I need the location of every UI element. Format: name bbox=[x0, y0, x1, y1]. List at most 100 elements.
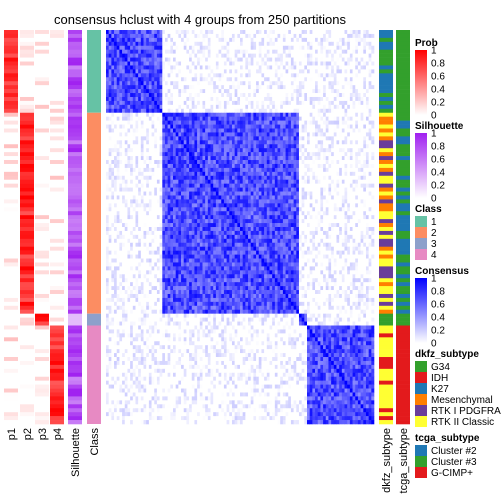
consensus-cell bbox=[191, 124, 195, 129]
prob-cell bbox=[4, 357, 18, 362]
consensus-cell bbox=[229, 81, 233, 86]
consensus-cell bbox=[119, 132, 123, 137]
consensus-cell bbox=[331, 45, 335, 50]
consensus-cell bbox=[312, 120, 316, 125]
consensus-cell bbox=[357, 167, 361, 173]
consensus-cell bbox=[122, 85, 126, 90]
prob-cell bbox=[20, 30, 34, 35]
consensus-cell bbox=[159, 167, 163, 173]
consensus-cell bbox=[269, 53, 273, 58]
consensus-cell bbox=[223, 167, 227, 173]
consensus-cell bbox=[331, 163, 335, 169]
consensus-cell bbox=[154, 203, 158, 208]
consensus-cell bbox=[315, 49, 319, 54]
consensus-cell bbox=[331, 104, 335, 110]
consensus-cell bbox=[202, 120, 206, 125]
consensus-cell bbox=[226, 152, 230, 157]
consensus-cell bbox=[162, 152, 166, 157]
consensus-cell bbox=[282, 140, 286, 145]
consensus-cell bbox=[274, 30, 278, 35]
consensus-cell bbox=[167, 45, 171, 50]
consensus-cell bbox=[274, 187, 278, 192]
consensus-cell bbox=[108, 171, 112, 177]
consensus-cell bbox=[231, 30, 235, 35]
consensus-cell bbox=[207, 179, 211, 184]
consensus-cell bbox=[282, 81, 286, 86]
consensus-cell bbox=[213, 30, 217, 35]
consensus-cell bbox=[116, 89, 120, 94]
consensus-cell bbox=[242, 30, 246, 35]
consensus-cell bbox=[317, 96, 321, 102]
consensus-cell bbox=[288, 148, 292, 153]
consensus-cell bbox=[130, 100, 134, 106]
consensus-cell bbox=[285, 187, 289, 192]
consensus-cell bbox=[269, 132, 273, 137]
consensus-cell bbox=[167, 116, 171, 121]
consensus-cell bbox=[333, 163, 337, 169]
consensus-cell bbox=[146, 116, 150, 121]
consensus-cell bbox=[215, 175, 219, 181]
silhouette-cell bbox=[68, 195, 82, 200]
consensus-cell bbox=[256, 128, 260, 133]
consensus-cell bbox=[162, 33, 166, 39]
consensus-cell bbox=[312, 112, 316, 117]
consensus-cell bbox=[191, 85, 195, 90]
consensus-cell bbox=[140, 132, 144, 137]
consensus-cell bbox=[170, 77, 174, 82]
consensus-cell bbox=[320, 187, 324, 192]
consensus-cell bbox=[296, 187, 300, 192]
consensus-cell bbox=[253, 132, 257, 137]
consensus-cell bbox=[277, 100, 281, 106]
consensus-cell bbox=[290, 163, 294, 169]
consensus-cell bbox=[111, 187, 115, 192]
consensus-cell bbox=[298, 37, 302, 43]
consensus-cell bbox=[242, 156, 246, 161]
consensus-cell bbox=[272, 167, 276, 173]
consensus-cell bbox=[138, 112, 142, 117]
consensus-cell bbox=[328, 81, 332, 86]
consensus-cell bbox=[124, 41, 128, 47]
consensus-cell bbox=[213, 53, 217, 58]
consensus-cell bbox=[143, 57, 147, 62]
consensus-cell bbox=[210, 53, 214, 58]
consensus-cell bbox=[111, 175, 115, 181]
consensus-cell bbox=[277, 53, 281, 58]
consensus-cell bbox=[325, 81, 329, 86]
consensus-cell bbox=[256, 45, 260, 50]
consensus-cell bbox=[143, 160, 147, 165]
consensus-cell bbox=[328, 152, 332, 157]
consensus-cell bbox=[127, 171, 131, 177]
consensus-cell bbox=[194, 203, 198, 208]
consensus-cell bbox=[363, 53, 367, 58]
consensus-cell bbox=[231, 179, 235, 184]
consensus-cell bbox=[154, 112, 158, 117]
consensus-cell bbox=[138, 148, 142, 153]
consensus-cell bbox=[162, 140, 166, 145]
consensus-cell bbox=[178, 128, 182, 133]
consensus-cell bbox=[296, 61, 300, 66]
silhouette-cell bbox=[68, 124, 82, 129]
consensus-cell bbox=[352, 156, 356, 161]
consensus-cell bbox=[215, 100, 219, 106]
consensus-cell bbox=[197, 108, 201, 114]
consensus-cell bbox=[323, 81, 327, 86]
consensus-cell bbox=[266, 128, 270, 133]
consensus-cell bbox=[325, 183, 329, 188]
consensus-cell bbox=[253, 73, 257, 78]
consensus-cell bbox=[199, 37, 203, 43]
consensus-cell bbox=[159, 191, 163, 196]
consensus-cell bbox=[106, 120, 109, 125]
consensus-cell bbox=[325, 61, 329, 66]
consensus-cell bbox=[347, 69, 351, 74]
consensus-cell bbox=[237, 100, 241, 106]
consensus-cell bbox=[226, 144, 230, 149]
consensus-cell bbox=[269, 191, 273, 196]
consensus-cell bbox=[312, 93, 316, 98]
consensus-cell bbox=[315, 112, 319, 117]
prob-cell bbox=[35, 360, 49, 366]
consensus-cell bbox=[282, 37, 286, 43]
consensus-cell bbox=[178, 61, 182, 66]
consensus-cell bbox=[248, 124, 252, 129]
consensus-cell bbox=[304, 179, 308, 184]
consensus-cell bbox=[293, 136, 297, 141]
